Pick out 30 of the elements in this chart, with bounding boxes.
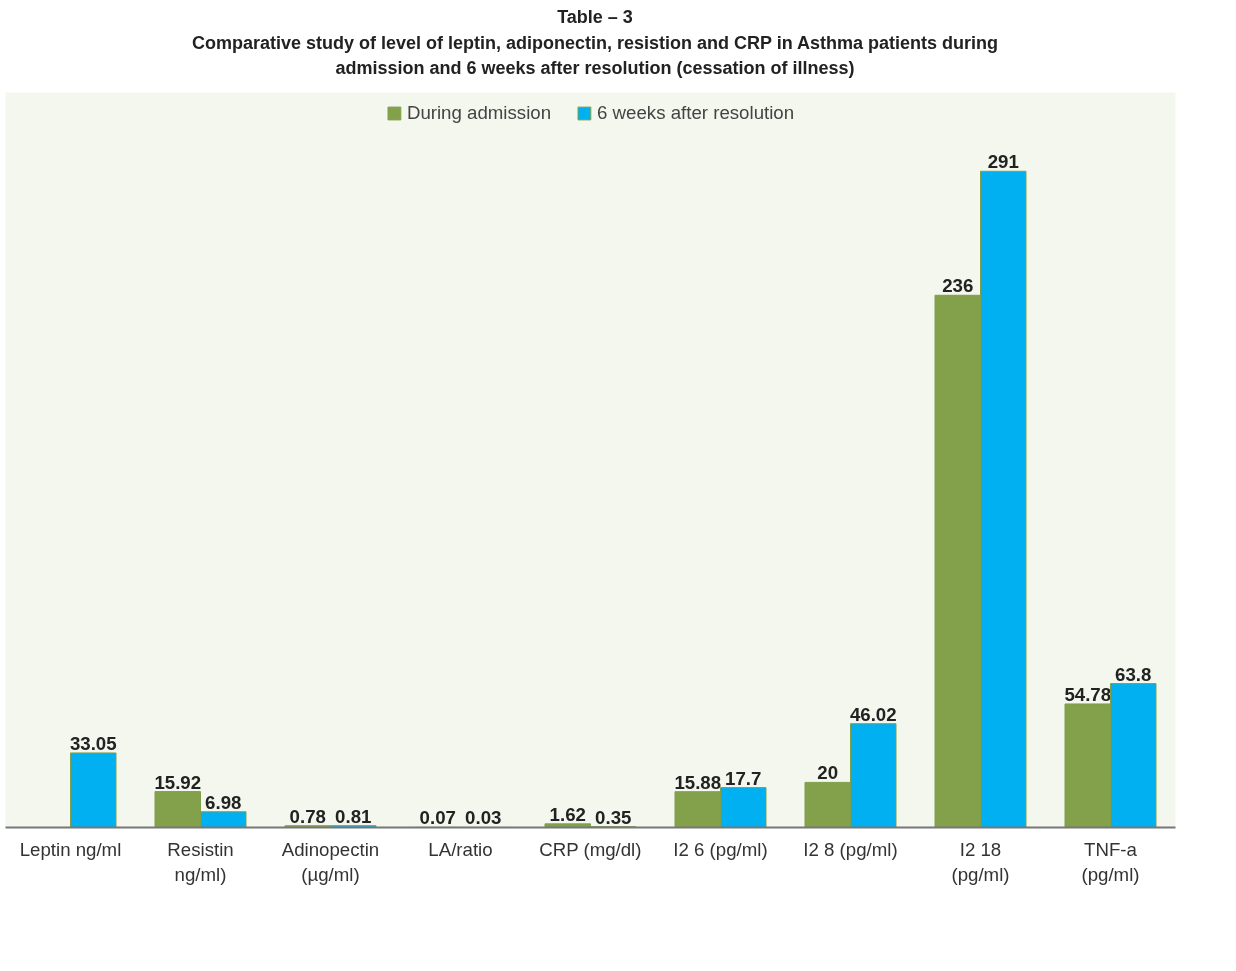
chart-title: Table – 3 bbox=[556, 6, 634, 29]
data-label: 20 bbox=[817, 762, 839, 784]
legend-label: During admission bbox=[406, 102, 552, 125]
x-tick-label: CRP (mg/dl) bbox=[539, 838, 642, 860]
x-tick-label: Adinopectin (µg/ml) bbox=[281, 838, 380, 885]
x-tick-label: TNF-a (pg/ml) bbox=[1081, 838, 1140, 885]
x-tick-label: I2 18 (pg/ml) bbox=[951, 838, 1010, 885]
data-label: 0.78 bbox=[289, 805, 326, 827]
x-tick-label: LA/ratio bbox=[428, 838, 493, 860]
data-label: 54.78 bbox=[1064, 684, 1112, 706]
x-tick-label: Resistin ng/ml) bbox=[167, 838, 234, 885]
data-label: 1.62 bbox=[549, 803, 586, 825]
data-label: 0.03 bbox=[465, 807, 502, 829]
data-label: 236 bbox=[942, 275, 974, 297]
data-label: 0.81 bbox=[335, 805, 372, 827]
data-label: 15.92 bbox=[154, 771, 202, 793]
data-label: 0.07 bbox=[419, 807, 456, 829]
x-tick-label: Leptin ng/ml bbox=[19, 838, 122, 860]
data-label: 15.88 bbox=[674, 771, 722, 793]
data-label: 0.35 bbox=[595, 806, 632, 828]
data-label: 63.8 bbox=[1115, 663, 1152, 685]
chart-subtitle: Comparative study of level of leptin, adiponectin, resistion and CRP in Asthma patients during admission and 6 weeks after resolution (cessation of illness) bbox=[190, 31, 1000, 81]
data-label: 291 bbox=[987, 151, 1019, 173]
data-label: 46.02 bbox=[849, 703, 897, 725]
data-label: 17.7 bbox=[725, 767, 762, 789]
data-label: 6.98 bbox=[205, 791, 242, 813]
x-tick-label: I2 8 (pg/ml) bbox=[803, 838, 898, 860]
x-tick-label: I2 6 (pg/ml) bbox=[673, 838, 768, 860]
data-label: 33.05 bbox=[69, 733, 117, 755]
legend-label: 6 weeks after resolution bbox=[597, 102, 795, 125]
